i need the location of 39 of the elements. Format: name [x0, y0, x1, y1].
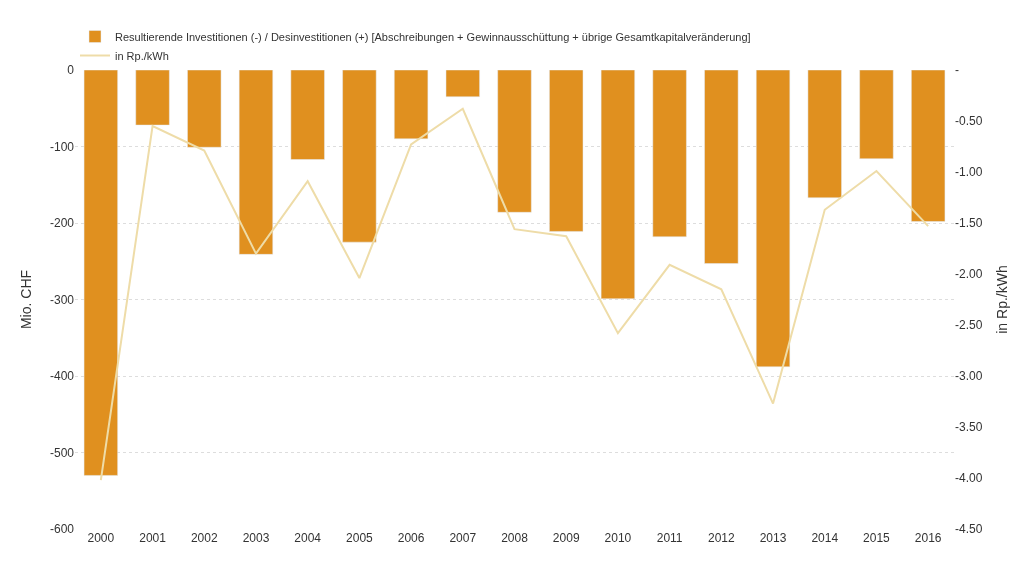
x-tick-label: 2003 — [242, 531, 270, 545]
x-tick-label: 2012 — [707, 531, 735, 545]
y2-tick-label: -4.00 — [955, 471, 983, 486]
x-tick-label: 2013 — [759, 531, 787, 545]
x-tick-label: 2004 — [294, 531, 322, 545]
line-series — [99, 107, 930, 482]
y2-tick-label: -2.00 — [955, 267, 983, 282]
y2-tick-label: - — [955, 63, 959, 78]
x-tick-label: 2011 — [656, 531, 683, 545]
y-tick-label: -100 — [49, 139, 75, 154]
x-tick-label: 2016 — [914, 531, 942, 545]
legend-label: Resultierende Investitionen (-) / Desinvestitionen (+) [Abschreibungen + Gewinnausschüttung + übrige Gesamtkapitalveränderung] — [115, 30, 751, 43]
y2-tick-label: -4.50 — [955, 522, 983, 537]
x-tick-label: 2014 — [811, 531, 839, 545]
x-tick-label: 2007 — [449, 531, 477, 545]
y-axis-title: Mio. CHF — [17, 269, 34, 330]
y2-tick-label: -0.50 — [955, 114, 983, 129]
y2-tick-label: -1.00 — [955, 165, 983, 180]
y2-tick-label: -1.50 — [955, 216, 983, 231]
x-tick-label: 2006 — [397, 531, 425, 545]
y-tick-label: -400 — [49, 369, 75, 384]
y2-tick-label: -3.50 — [955, 420, 983, 435]
y-tick-label: -600 — [49, 522, 75, 537]
legend-label: in Rp./kWh — [115, 49, 169, 62]
y2-axis-title: in Rp./kWh — [993, 265, 1010, 334]
x-tick-label: 2001 — [139, 531, 167, 545]
y2-tick-label: -2.50 — [955, 318, 983, 333]
x-tick-label: 2005 — [346, 531, 374, 545]
y-tick-label: -500 — [49, 445, 75, 460]
x-tick-label: 2008 — [501, 531, 529, 545]
y-tick-label: 0 — [67, 63, 75, 78]
y-tick-label: -300 — [49, 292, 75, 307]
x-tick-label: 2015 — [863, 531, 891, 545]
y-tick-label: -200 — [49, 216, 75, 231]
x-tick-label: 2000 — [87, 531, 115, 545]
x-tick-label: 2010 — [604, 531, 632, 545]
y2-tick-label: -3.00 — [955, 369, 983, 384]
x-tick-label: 2002 — [190, 531, 218, 545]
x-tick-label: 2009 — [552, 531, 580, 545]
